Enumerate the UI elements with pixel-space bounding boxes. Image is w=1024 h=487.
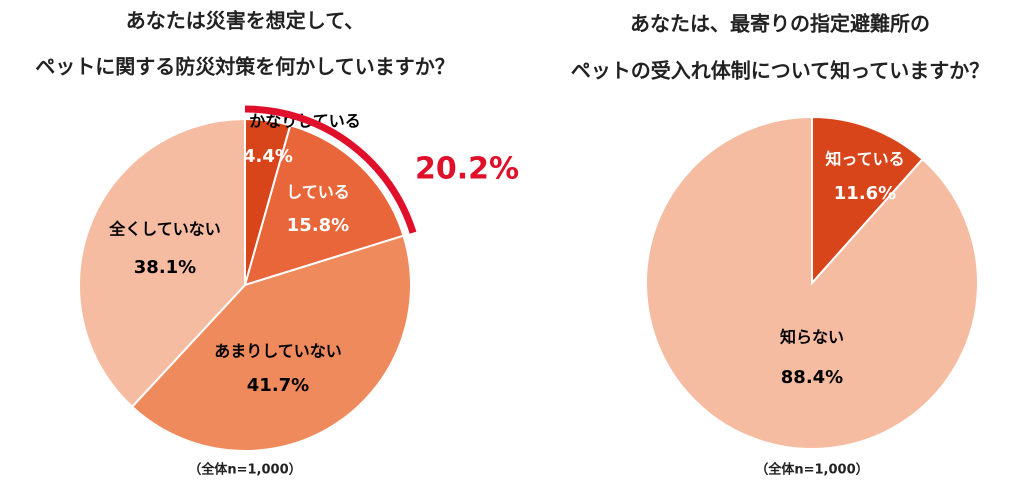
slice-value-label: 88.4% <box>781 367 843 388</box>
note: （全体n=1,000） <box>755 462 868 478</box>
slice-value-label: 11.6% <box>834 183 896 204</box>
slice-label: 全くしていない <box>108 220 221 239</box>
pie-slice <box>243 124 405 287</box>
pie-slice <box>811 115 924 286</box>
slice-value-label: 41.7% <box>247 375 309 396</box>
slice-label: あまりしていない <box>214 342 342 361</box>
chart-title: ペットの受入れ体制について知っていますか？ <box>571 59 989 83</box>
chart-title: ペットに関する防災対策を何かしていますか？ <box>35 55 454 79</box>
slice-value-label: 15.8% <box>287 215 349 236</box>
slice-value-label: 38.1% <box>134 257 196 278</box>
note: （全体n=1,000） <box>188 462 301 478</box>
pie-slice <box>130 234 412 452</box>
slice-label: 知っている <box>825 150 904 169</box>
chart-title: あなたは災害を想定して、 <box>126 9 364 33</box>
slice-label: 知らない <box>780 328 844 347</box>
highlight-label: 20.2% <box>415 152 519 187</box>
slice-label: している <box>286 183 350 202</box>
slice-value-label: 4.4% <box>243 146 293 167</box>
chart-title: あなたは、最寄りの指定避難所の <box>630 12 930 36</box>
highlight-arc <box>244 105 417 234</box>
pie-slice <box>78 117 246 409</box>
pie-slice <box>645 115 979 450</box>
